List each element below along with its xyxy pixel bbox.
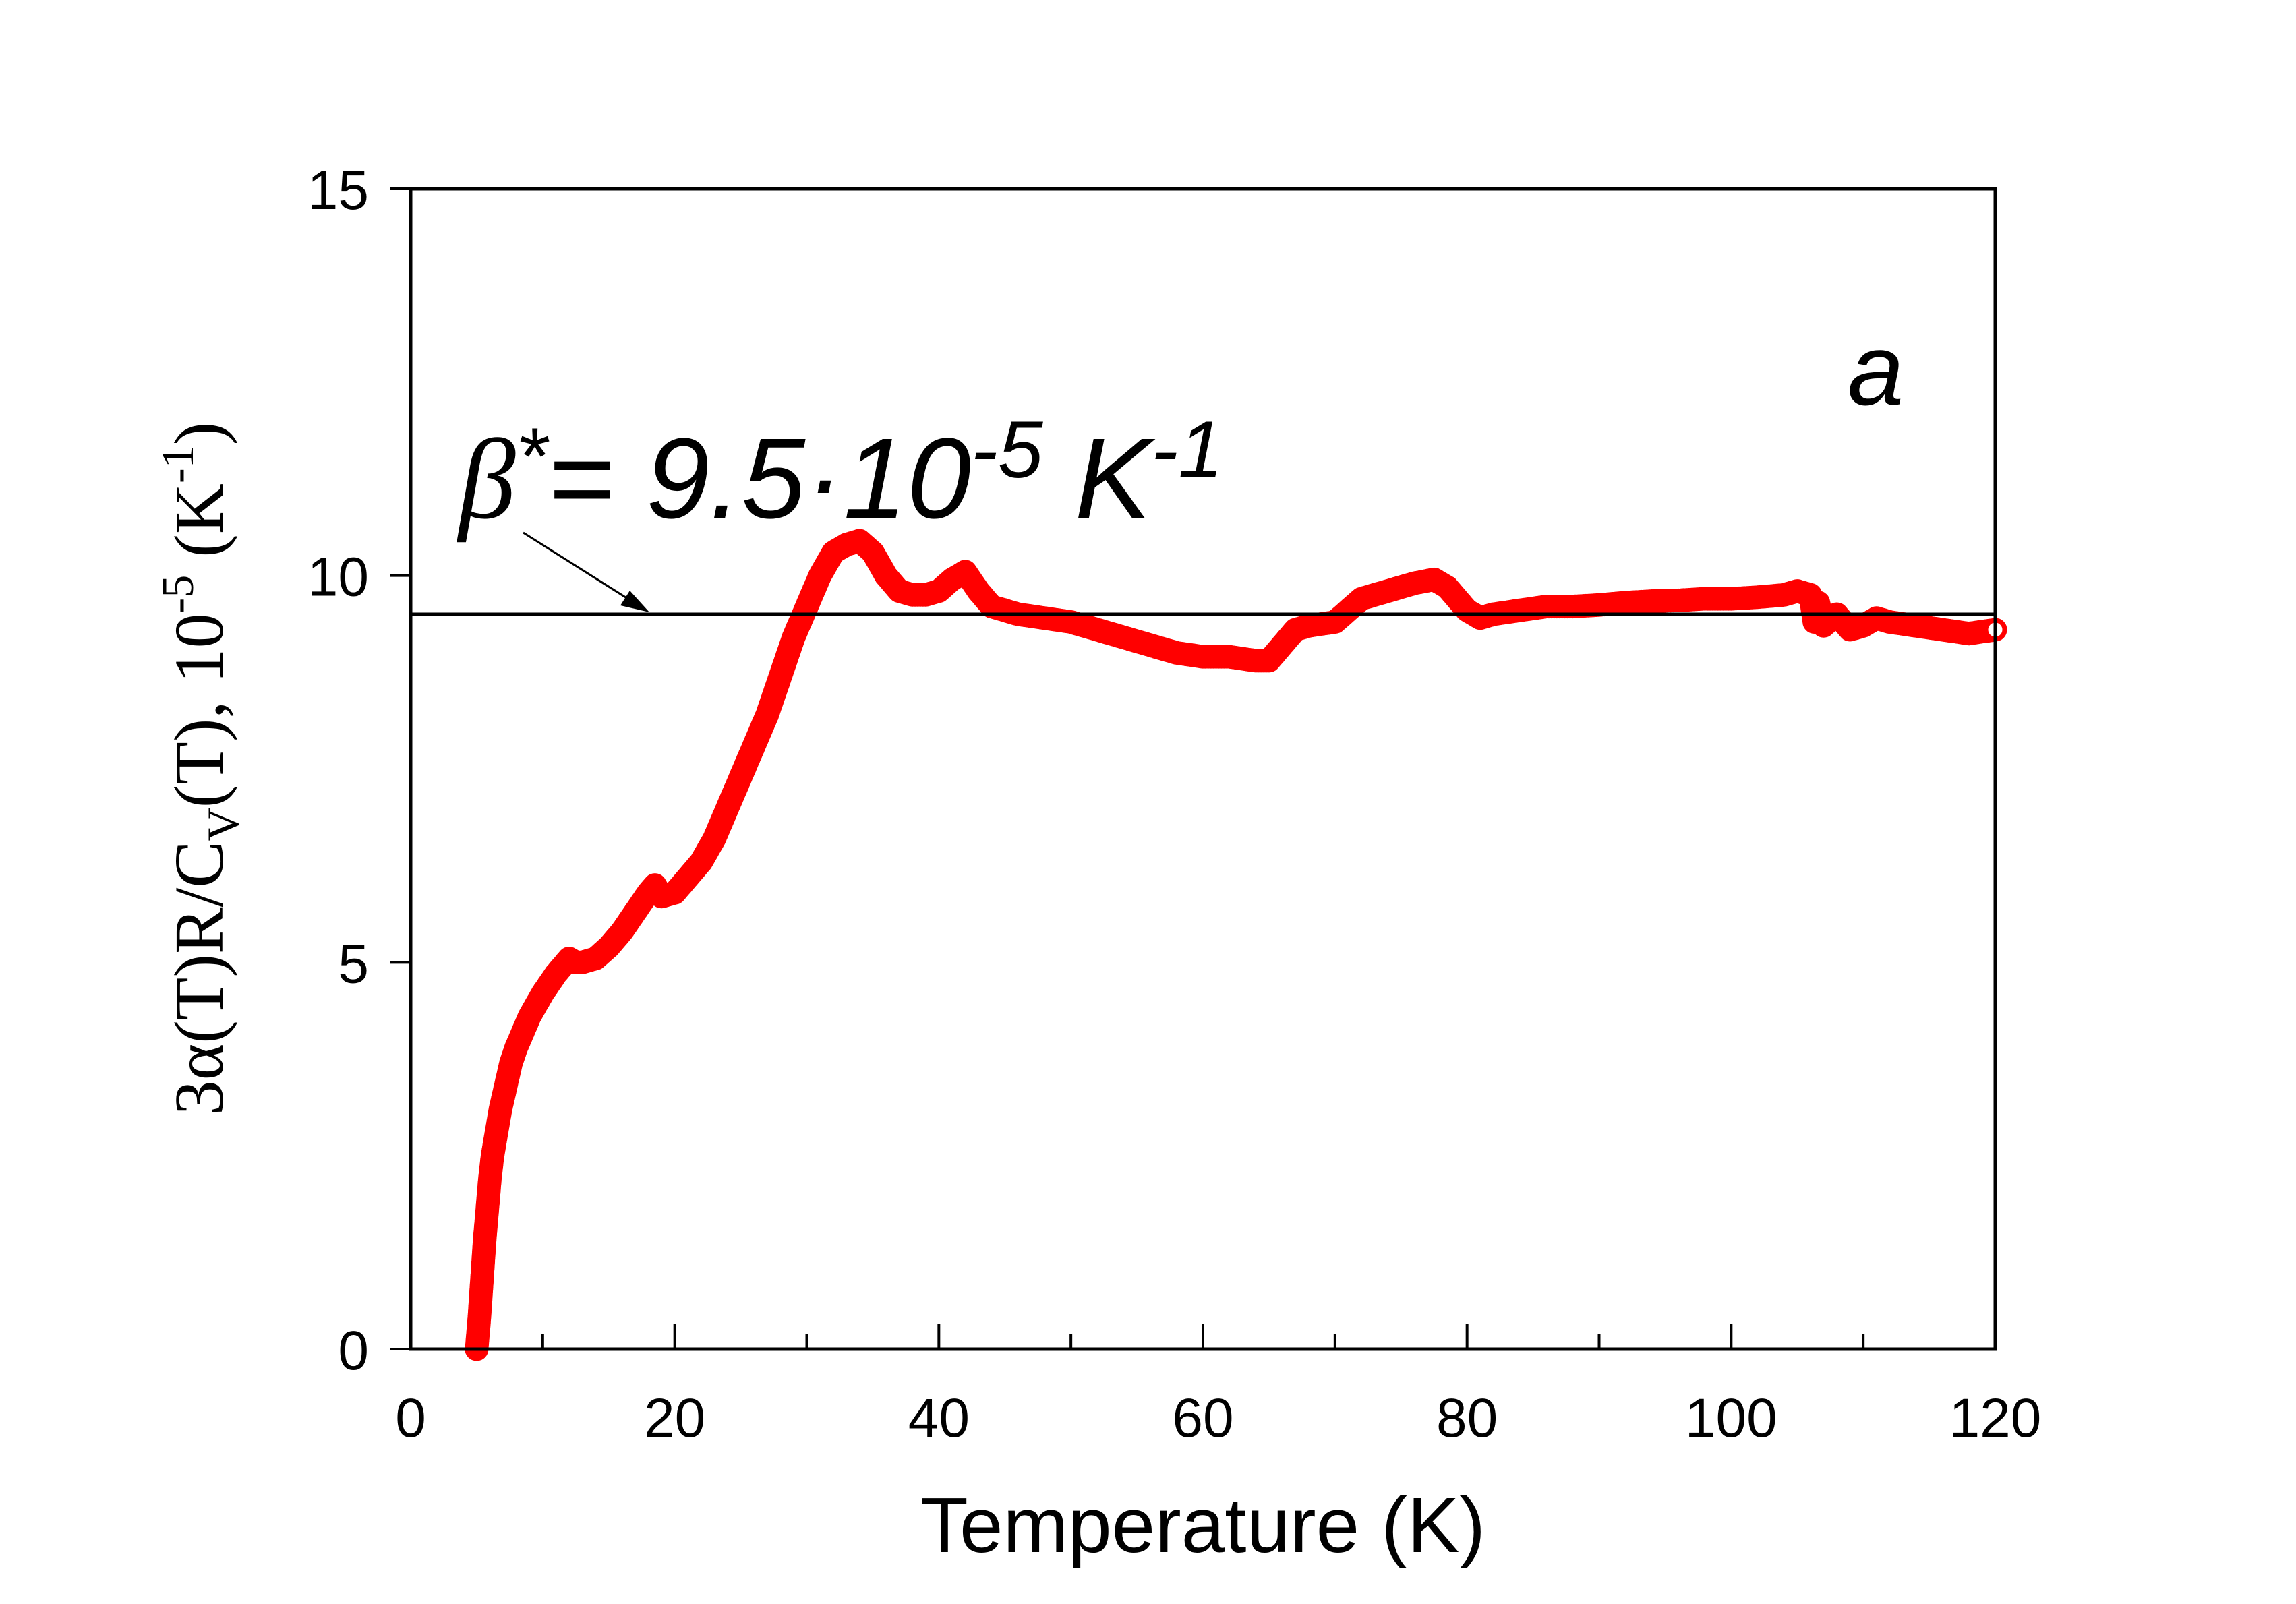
x-tick-label: 0: [395, 1388, 426, 1449]
y-label-part-1: 3α(T)R/C: [160, 841, 238, 1115]
x-tick-label: 60: [1172, 1388, 1233, 1449]
x-tick-label: 120: [1949, 1388, 2042, 1449]
y-axis-label: 3α(T)R/CV(T), 10-5 (K-1): [152, 422, 249, 1116]
plot-frame: [409, 187, 1997, 1351]
y-tick-label: 15: [307, 160, 369, 221]
x-tick-label: 20: [644, 1388, 705, 1449]
x-axis-label: Temperature (K): [920, 1481, 1485, 1569]
y-tick-label: 10: [307, 547, 369, 608]
y-tick-label: 0: [338, 1320, 369, 1382]
annotation-star: *: [516, 411, 550, 502]
annotation-arrowhead: [620, 591, 649, 612]
x-tick-label: 80: [1436, 1388, 1498, 1449]
plot-area: [411, 529, 2007, 1361]
y-tick-label: 5: [338, 933, 369, 994]
y-label-subscript: V: [198, 808, 249, 841]
y-label-part-4: ): [160, 422, 238, 446]
annotation-exponent-2: -1: [1151, 405, 1223, 495]
y-label-exponent-1: -5: [152, 575, 203, 614]
y-label-part-2: (T), 10: [160, 613, 238, 808]
y-label-part-3: (K: [160, 483, 238, 575]
y-label-exponent-2: -1: [152, 445, 203, 483]
series-0: [465, 529, 2007, 1361]
annotation-unit: K: [1043, 415, 1156, 543]
beta-annotation: β*= 9.5·10-5 K-1: [457, 405, 1223, 543]
annotation-beta: β: [457, 416, 516, 543]
annotation-value: = 9.5·10: [547, 415, 971, 543]
panel-label: a: [1848, 313, 1904, 426]
annotation-exponent-1: -5: [971, 405, 1044, 495]
axis-ticks: 0 20 40 60 80 100 120 0 5 10 15: [307, 160, 2042, 1449]
x-tick-label: 100: [1685, 1388, 1777, 1449]
x-tick-label: 40: [908, 1388, 970, 1449]
annotation-arrow: [523, 531, 641, 608]
